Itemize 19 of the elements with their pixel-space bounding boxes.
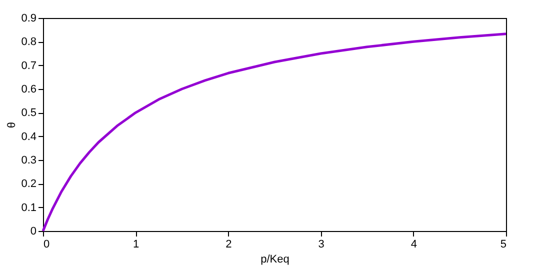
x-tick-label: 2 [226, 238, 232, 250]
y-axis-title: θ [6, 122, 18, 128]
y-tick-label: 0.8 [21, 36, 36, 48]
x-tick-label: 5 [500, 238, 506, 250]
x-tick-label: 0 [44, 238, 50, 250]
y-tick-label: 0.6 [21, 84, 36, 96]
line-series [42, 32, 508, 232]
y-tick-label: 0.4 [21, 130, 36, 143]
y-tick-label: 0.9 [21, 12, 36, 24]
x-tick-label: 3 [318, 238, 324, 250]
y-tick-label: 0.2 [21, 178, 36, 190]
y-tick-label: 0.1 [21, 202, 36, 214]
x-tick-label: 1 [133, 238, 140, 250]
y-tick-label: 0 [30, 226, 36, 238]
y-tick-label: 0.7 [21, 60, 36, 72]
x-axis-title: p/Keq [260, 254, 290, 266]
y-tick-label: 0.3 [21, 154, 36, 166]
x-tick-label: 4 [410, 238, 417, 250]
y-tick-label: 0.5 [21, 107, 36, 120]
